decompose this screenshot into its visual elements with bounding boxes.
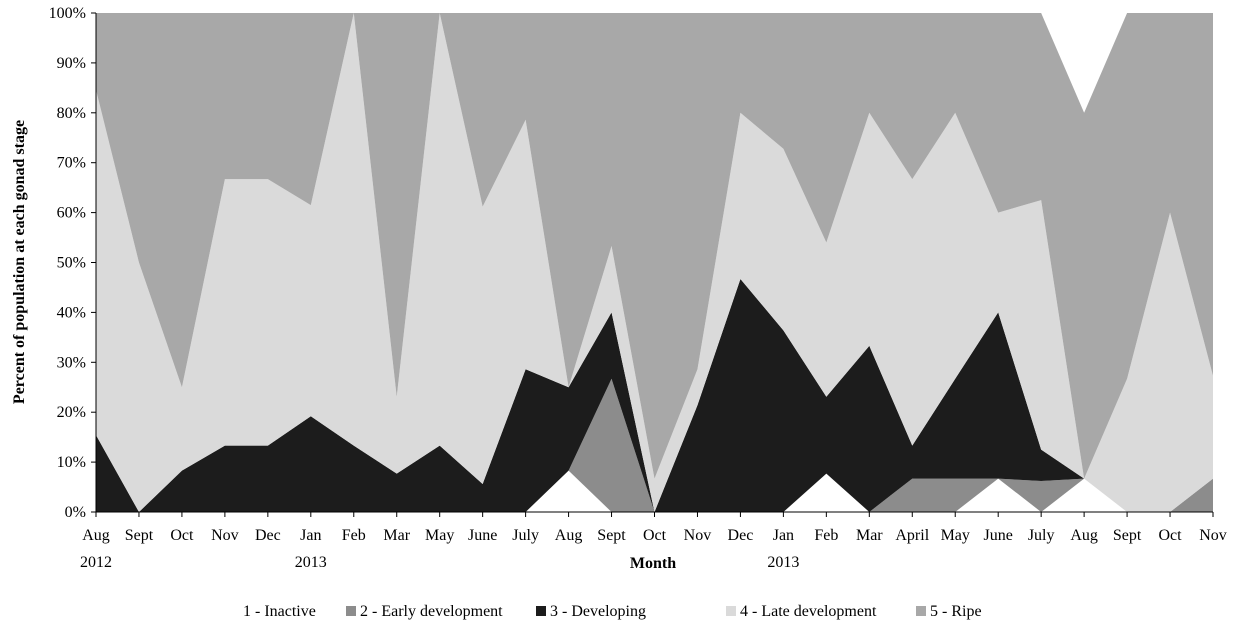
x-tick-label: Jan xyxy=(773,527,794,544)
legend-label: 5 - Ripe xyxy=(930,603,982,620)
legend-item: 2 - Early development xyxy=(346,603,503,620)
legend-label: 4 - Late development xyxy=(740,603,877,620)
legend-item: 1 - Inactive xyxy=(229,603,316,620)
y-tick-label: 100% xyxy=(49,5,86,22)
y-axis: 0% 10% 20% 30% 40% 50% 60% 70% 80% 90% 100% xyxy=(49,5,97,521)
legend-item: 4 - Late development xyxy=(726,603,877,620)
x-tick-label: Aug xyxy=(82,527,110,544)
x-tick-label: July xyxy=(1028,527,1055,544)
x-tick-label: Oct xyxy=(170,527,194,544)
y-tick-label: 40% xyxy=(57,304,86,321)
x-axis: Aug Sept Oct Nov Dec Jan Feb Mar May June July Aug S… xyxy=(80,511,1227,571)
x-tick-label: July xyxy=(512,527,539,544)
area-series-2 xyxy=(96,378,1213,512)
y-tick-label: 60% xyxy=(57,205,86,222)
y-tick-label: 80% xyxy=(57,105,86,122)
legend-swatch xyxy=(916,606,926,616)
x-tick-label: May xyxy=(425,527,454,544)
x-tick-label: Feb xyxy=(814,527,838,544)
x-tick-label: Mar xyxy=(383,527,410,544)
x-tick-label: Dec xyxy=(728,527,754,544)
x-year-label: 2012 xyxy=(80,554,112,571)
x-tick-label: Nov xyxy=(684,527,712,544)
y-axis-title: Percent of population at each gonad stag… xyxy=(11,120,28,404)
legend-label: 1 - Inactive xyxy=(243,603,316,620)
legend-swatch xyxy=(536,606,546,616)
x-tick-label: Nov xyxy=(1199,527,1227,544)
y-tick-label: 0% xyxy=(65,504,86,521)
x-tick-label: Dec xyxy=(255,527,281,544)
x-axis-title: Month xyxy=(630,555,676,572)
y-tick-label: 50% xyxy=(57,255,86,272)
x-tick-label: April xyxy=(895,527,929,544)
legend: 1 - Inactive 2 - Early development 3 - Dev… xyxy=(229,603,982,620)
x-tick-label: Feb xyxy=(342,527,366,544)
x-tick-label: Oct xyxy=(643,527,667,544)
legend-label: 3 - Developing xyxy=(550,603,646,620)
legend-swatch xyxy=(229,606,239,616)
x-tick-label: May xyxy=(941,527,970,544)
x-tick-label: June xyxy=(468,527,497,544)
x-tick-label: Sept xyxy=(1113,527,1142,544)
area-series-3 xyxy=(96,278,1213,512)
x-tick-label: Sept xyxy=(597,527,626,544)
x-tick-label: Jan xyxy=(300,527,321,544)
area-series-4 xyxy=(96,13,1213,512)
y-tick-label: 10% xyxy=(57,454,86,471)
area-series-1 xyxy=(96,470,1213,512)
legend-swatch xyxy=(726,606,736,616)
x-tick-label: Sept xyxy=(125,527,154,544)
x-tick-label: Nov xyxy=(211,527,239,544)
y-tick-label: 70% xyxy=(57,155,86,172)
legend-item: 3 - Developing xyxy=(536,603,646,620)
x-tick-label: Aug xyxy=(555,527,583,544)
legend-item: 5 - Ripe xyxy=(916,603,982,620)
x-tick-label: Aug xyxy=(1070,527,1098,544)
legend-swatch xyxy=(346,606,356,616)
y-tick-label: 90% xyxy=(57,55,86,72)
y-tick-label: 30% xyxy=(57,354,86,371)
legend-label: 2 - Early development xyxy=(360,603,503,620)
stacked-areas xyxy=(96,13,1213,512)
y-tick-label: 20% xyxy=(57,404,86,421)
area-series-5 xyxy=(96,13,1213,479)
x-year-label: 2013 xyxy=(767,554,799,571)
x-tick-label: Mar xyxy=(856,527,883,544)
x-tick-label: June xyxy=(984,527,1013,544)
x-tick-label: Oct xyxy=(1158,527,1182,544)
x-year-label: 2013 xyxy=(295,554,327,571)
